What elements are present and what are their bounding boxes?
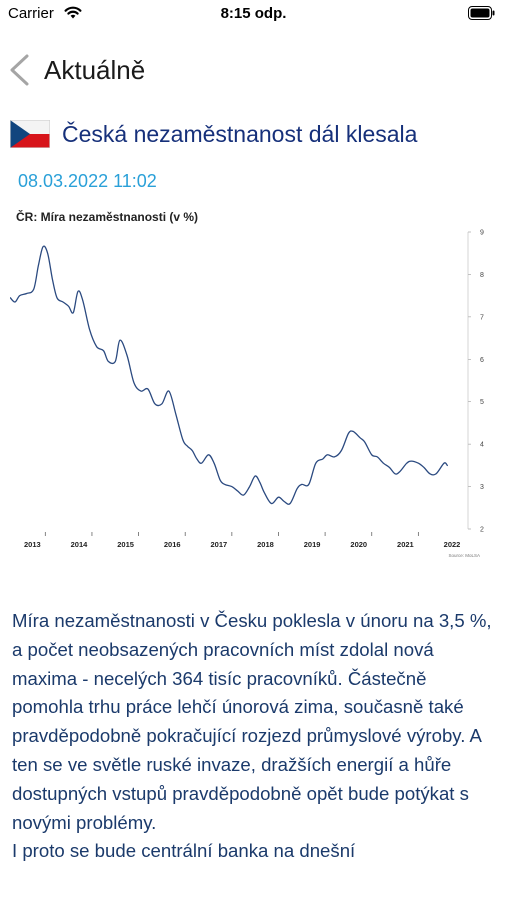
chart-source-note: Source: MoLSA	[448, 553, 480, 558]
carrier-label: Carrier	[8, 5, 54, 22]
y-tick-label: 2	[480, 527, 484, 534]
wifi-icon	[64, 6, 82, 19]
y-tick-label: 9	[480, 230, 484, 237]
article-paragraph: Míra nezaměstnanosti v Česku poklesla v …	[12, 610, 492, 833]
x-tick-label: 2018	[257, 540, 274, 549]
article-header: Česká nezaměstnanost dál klesala	[10, 120, 500, 148]
y-tick-label: 8	[480, 272, 484, 279]
x-tick-label: 2021	[397, 540, 414, 549]
unemployment-rate-line	[10, 245, 448, 505]
x-tick-label: 2019	[304, 540, 321, 549]
back-label: Aktuálně	[44, 54, 146, 85]
back-button[interactable]: Aktuálně	[8, 50, 145, 90]
y-tick-label: 6	[480, 357, 484, 364]
x-tick-label: 2022	[444, 540, 461, 549]
status-bar: Carrier 8:15 odp.	[0, 0, 507, 28]
x-tick-label: 2016	[164, 540, 181, 549]
article-title: Česká nezaměstnanost dál klesala	[62, 120, 418, 147]
chevron-left-icon	[10, 54, 29, 86]
y-tick-label: 5	[480, 399, 484, 406]
x-tick-label: 2020	[350, 540, 367, 549]
unemployment-chart: 2 3 4 5 6 7 8 9 2013 2014 2015 2016 2017 2018 2019 2020…	[10, 202, 497, 572]
article-paragraph: I proto se bude centrální banka na dnešn…	[12, 840, 356, 862]
navigation-bar: Aktuálně	[0, 44, 507, 94]
x-tick-label: 2017	[211, 540, 228, 549]
y-tick-label: 4	[480, 442, 484, 449]
battery-icon	[468, 6, 495, 20]
article-date: 08.03.2022 11:02	[18, 171, 157, 191]
x-tick-label: 2013	[24, 540, 41, 549]
y-tick-label: 7	[480, 314, 484, 321]
chart-canvas: 2 3 4 5 6 7 8 9 2013 2014 2015 2016 2017 2018 2019 2020…	[10, 230, 484, 558]
czech-flag-icon	[10, 120, 50, 148]
x-tick-label: 2014	[71, 540, 89, 549]
y-tick-label: 3	[480, 484, 484, 491]
article-body: Míra nezaměstnanosti v Česku poklesla v …	[12, 607, 497, 866]
clock-time: 8:15 odp.	[220, 5, 287, 22]
x-tick-label: 2015	[117, 540, 134, 549]
chart-title: ČR: Míra nezaměstnanosti (v %)	[16, 210, 199, 224]
